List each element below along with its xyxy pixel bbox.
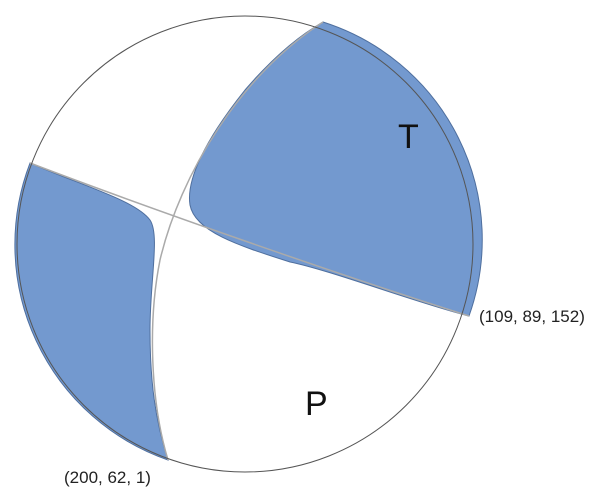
pressure-label: P [305, 385, 328, 423]
nodal-plane-label-2: (200, 62, 1) [64, 468, 151, 487]
tension-label: T [398, 118, 419, 156]
nodal-plane-109-89-152 [29, 162, 470, 317]
nodal-plane-label-1: (109, 89, 152) [479, 307, 585, 326]
nodal-plane-200-62-1 [151, 21, 324, 461]
tension-quadrant-right [188, 21, 483, 317]
focal-sphere-outline [16, 15, 474, 473]
tension-quadrant-left [14, 162, 169, 461]
